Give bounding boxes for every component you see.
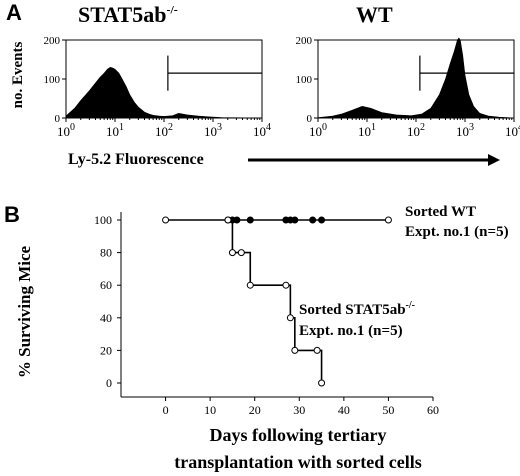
survival-y-tick-label: 100 <box>94 213 112 227</box>
survival-ko-point <box>318 379 326 387</box>
histogram-left-title-text: STAT5ab <box>78 2 167 27</box>
histogram-right-frame <box>317 39 515 119</box>
legend-ko-line1-text: Sorted STAT5ab <box>299 302 406 318</box>
survival-wt-point <box>309 216 317 224</box>
panel-b-letter: B <box>4 202 20 227</box>
survival-y-tick-label: 40 <box>100 311 112 325</box>
survival-wt-point <box>233 216 241 224</box>
histogram-right-y-tick-label: 100 <box>296 74 313 86</box>
survival-y-axis-label: % Surviving Mice <box>15 245 34 378</box>
histogram-left-x-tick-label: 102 <box>155 122 173 139</box>
histogram-left-x-tick-label: 104 <box>253 122 271 139</box>
survival-chart: 0 20 40 60 80 100 0 10 20 30 40 50 60 <box>94 212 439 417</box>
survival-x-tick-label: 50 <box>382 403 394 417</box>
histogram-left-distribution <box>65 66 263 119</box>
legend-ko-line1: Sorted STAT5ab-/- <box>299 300 415 318</box>
survival-x-tick-label: 40 <box>338 403 350 417</box>
survival-ko-point <box>282 281 290 289</box>
survival-y-tick-label: 80 <box>100 246 112 260</box>
survival-wt-point <box>318 216 326 224</box>
legend-wt-line2: Expt. no.1 (n=5) <box>405 224 509 240</box>
histogram-left-x-tick-label: 101 <box>106 122 124 139</box>
legend-wt-line1: Sorted WT <box>405 204 476 220</box>
histogram-right-x-tick-label: 102 <box>407 122 425 139</box>
fluorescence-arrow <box>248 154 500 166</box>
histogram-right-title-text: WT <box>356 2 393 27</box>
histogram-right-x-tick-label: 100 <box>309 122 327 139</box>
survival-x-tick-label: 20 <box>249 403 261 417</box>
histogram-right-x-tick-label: 103 <box>456 122 474 139</box>
histogram-right-distribution <box>317 37 515 119</box>
legend-ko-line1-sup: -/- <box>406 300 415 311</box>
histogram-left-x-tick-label: 100 <box>57 122 75 139</box>
survival-ko-point <box>228 249 236 257</box>
survival-x-axis-label-line1: Days following tertiary <box>210 425 387 445</box>
histogram-right-y-tick-label: 200 <box>296 35 313 47</box>
histogram-y-axis-label: no. Events <box>10 42 26 109</box>
survival-ko-point <box>237 249 245 257</box>
legend-ko-line2: Expt. no.1 (n=5) <box>299 323 403 339</box>
survival-wt-point <box>384 216 392 224</box>
survival-ko-point <box>291 346 299 354</box>
histogram-right-x-tick-label: 104 <box>505 122 520 139</box>
histogram-right-x-tick-label: 101 <box>358 122 376 139</box>
histogram-left-x-tick-label: 103 <box>204 122 222 139</box>
histogram-left-y-tick-label: 100 <box>44 74 61 86</box>
survival-x-tick-label: 30 <box>293 403 305 417</box>
survival-x-tick-label: 0 <box>163 403 169 417</box>
survival-x-tick-label: 10 <box>204 403 216 417</box>
survival-ko-point <box>313 346 321 354</box>
survival-x-tick-label: 60 <box>427 403 439 417</box>
histogram-left-title-sup: -/- <box>166 2 178 17</box>
survival-x-axis-label-line2: transplantation with sorted cells <box>174 452 422 472</box>
survival-wt-point <box>291 216 299 224</box>
histogram-right-title: WT <box>356 2 393 28</box>
survival-y-tick-label: 20 <box>100 343 112 357</box>
survival-ko-point <box>224 216 232 224</box>
panel-a-letter: A <box>6 0 22 25</box>
histogram-x-axis-label: Ly-5.2 Fluorescence <box>68 151 204 168</box>
histogram-right-y-tick-label: 0 <box>307 113 313 125</box>
survival-wt-point <box>162 216 170 224</box>
survival-y-tick-label: 0 <box>106 376 112 390</box>
survival-wt-point <box>246 216 254 224</box>
survival-y-tick-label: 60 <box>100 278 112 292</box>
survival-ko-point <box>246 281 254 289</box>
histogram-left-y-tick-label: 0 <box>55 113 61 125</box>
survival-ko-point <box>286 314 294 322</box>
histogram-left-title: STAT5ab-/- <box>78 2 178 28</box>
histogram-left-y-tick-label: 200 <box>44 35 61 47</box>
